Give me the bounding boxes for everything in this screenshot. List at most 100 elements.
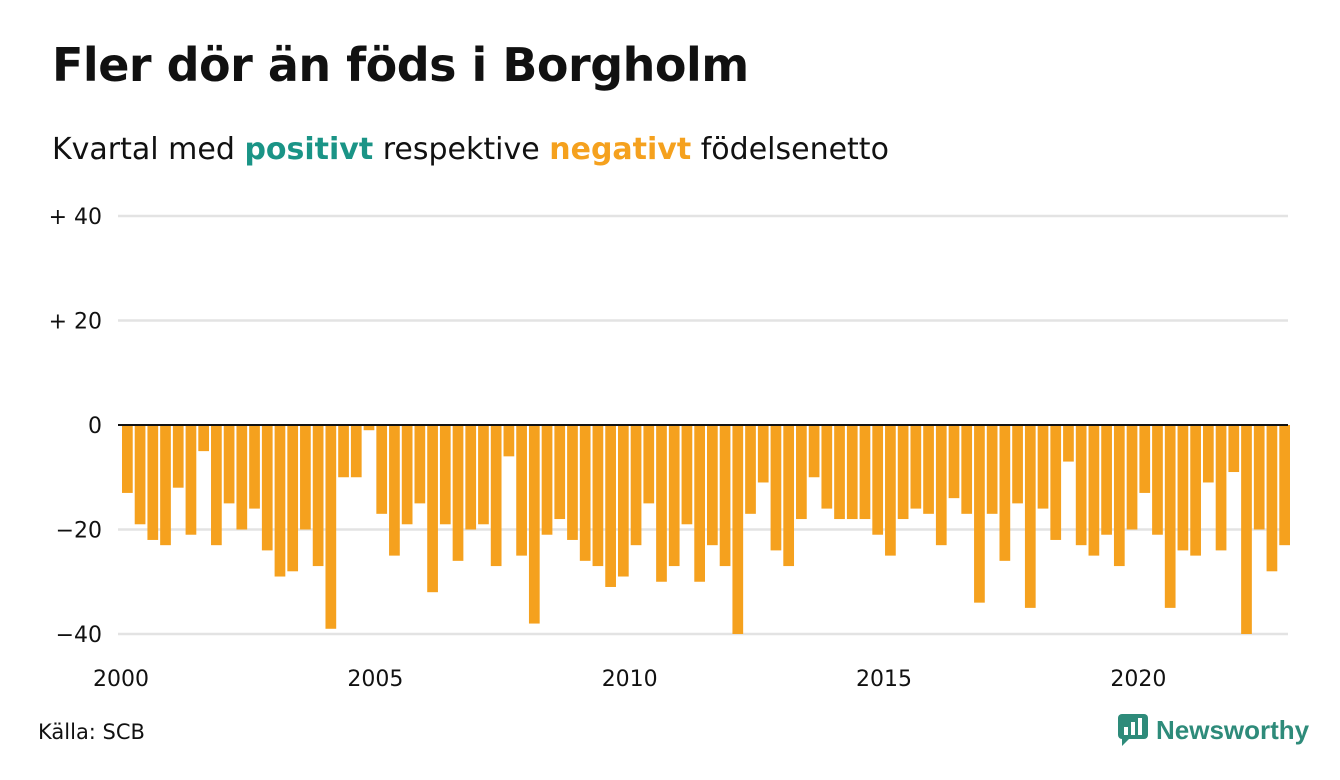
bar bbox=[350, 425, 362, 478]
bar bbox=[1215, 425, 1227, 551]
bar bbox=[490, 425, 502, 567]
bar bbox=[1152, 425, 1163, 535]
bar bbox=[185, 425, 197, 535]
bar bbox=[160, 425, 171, 546]
bar bbox=[910, 425, 922, 509]
bar bbox=[389, 425, 400, 556]
bar bbox=[1253, 425, 1265, 530]
bar bbox=[401, 425, 413, 525]
bar bbox=[1024, 425, 1036, 608]
bar bbox=[452, 425, 464, 561]
bar bbox=[287, 425, 299, 572]
bar bbox=[516, 425, 527, 556]
bar bbox=[719, 425, 731, 567]
source-note: Källa: SCB bbox=[38, 720, 145, 744]
bar bbox=[605, 425, 616, 587]
bar bbox=[974, 425, 985, 603]
subtitle-prefix: Kvartal med bbox=[52, 132, 235, 167]
bar bbox=[122, 425, 133, 493]
bar bbox=[681, 425, 693, 525]
bar bbox=[1266, 425, 1278, 572]
x-tick-label: 2005 bbox=[347, 667, 403, 692]
y-tick-label: 0 bbox=[88, 414, 102, 439]
bar bbox=[1126, 425, 1138, 530]
bar bbox=[1177, 425, 1189, 551]
bar bbox=[846, 425, 858, 520]
bar bbox=[885, 425, 896, 556]
bar bbox=[745, 425, 756, 514]
bar bbox=[579, 425, 591, 561]
bar bbox=[707, 425, 718, 546]
bar bbox=[1241, 425, 1252, 634]
bar bbox=[808, 425, 820, 478]
bar bbox=[617, 425, 629, 577]
y-tick-label: −40 bbox=[56, 623, 102, 648]
bar bbox=[541, 425, 553, 535]
bar bbox=[770, 425, 782, 551]
bar bbox=[528, 425, 540, 624]
bar bbox=[211, 425, 222, 546]
bar bbox=[961, 425, 973, 514]
chart-title: Fler dör än föds i Borgholm bbox=[52, 38, 749, 92]
x-tick-label: 2020 bbox=[1110, 667, 1166, 692]
bar bbox=[796, 425, 807, 520]
bar bbox=[567, 425, 578, 540]
bar bbox=[439, 425, 451, 525]
subtitle-middle: respektive bbox=[382, 132, 540, 167]
bar bbox=[1139, 425, 1151, 493]
bar bbox=[274, 425, 286, 577]
bar bbox=[261, 425, 273, 551]
bar bbox=[986, 425, 998, 514]
bar bbox=[236, 425, 248, 530]
bar bbox=[999, 425, 1011, 561]
bar bbox=[859, 425, 871, 520]
bar bbox=[1050, 425, 1062, 540]
bar bbox=[757, 425, 769, 483]
subtitle-negative-label: negativt bbox=[549, 132, 692, 167]
bar bbox=[376, 425, 388, 514]
bar bbox=[363, 425, 375, 431]
subtitle-suffix: födelsenetto bbox=[700, 132, 889, 167]
y-tick-label: + 40 bbox=[49, 205, 102, 230]
bar bbox=[1202, 425, 1214, 483]
bar bbox=[325, 425, 337, 629]
bar bbox=[223, 425, 235, 504]
bar bbox=[465, 425, 477, 530]
bar bbox=[249, 425, 260, 509]
x-axis-ticks: 2000 2005 2010 2015 2020 bbox=[93, 667, 1166, 692]
chart-subtitle: Kvartal med positivt respektive negativt… bbox=[52, 132, 889, 167]
bar-chart: + 40 + 20 0 −20 −40 2000 2005 2010 2015 2020 bbox=[49, 205, 1290, 692]
bar bbox=[592, 425, 604, 567]
newsworthy-chart-icon bbox=[1118, 714, 1148, 746]
bar bbox=[312, 425, 324, 567]
bar bbox=[1113, 425, 1125, 567]
bar bbox=[1190, 425, 1201, 556]
bar bbox=[1012, 425, 1023, 504]
bar bbox=[198, 425, 210, 452]
bar bbox=[427, 425, 438, 593]
bar bbox=[656, 425, 667, 582]
bar bbox=[1075, 425, 1087, 546]
bar bbox=[338, 425, 349, 478]
bar bbox=[630, 425, 642, 546]
bar bbox=[503, 425, 515, 457]
x-tick-label: 2000 bbox=[93, 667, 149, 692]
bar bbox=[147, 425, 159, 540]
y-axis-ticks: + 40 + 20 0 −20 −40 bbox=[49, 205, 102, 648]
x-tick-label: 2010 bbox=[602, 667, 658, 692]
bar bbox=[643, 425, 655, 504]
bar bbox=[414, 425, 426, 504]
bar bbox=[554, 425, 566, 520]
y-tick-label: −20 bbox=[56, 519, 102, 544]
bar bbox=[872, 425, 884, 535]
logo-text: Newsworthy bbox=[1156, 714, 1310, 745]
bar bbox=[300, 425, 311, 530]
bar bbox=[935, 425, 947, 546]
bar bbox=[1228, 425, 1240, 473]
newsworthy-logo: Newsworthy bbox=[1118, 714, 1309, 746]
bar bbox=[172, 425, 184, 488]
bar bbox=[732, 425, 744, 634]
bar bbox=[1037, 425, 1049, 509]
bar bbox=[1101, 425, 1112, 535]
bar bbox=[834, 425, 845, 520]
